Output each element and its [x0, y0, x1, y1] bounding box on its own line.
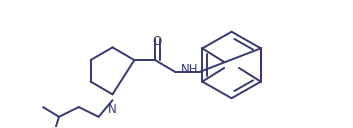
Text: N: N	[108, 103, 117, 116]
Text: O: O	[152, 35, 162, 48]
Text: NH: NH	[181, 63, 198, 76]
